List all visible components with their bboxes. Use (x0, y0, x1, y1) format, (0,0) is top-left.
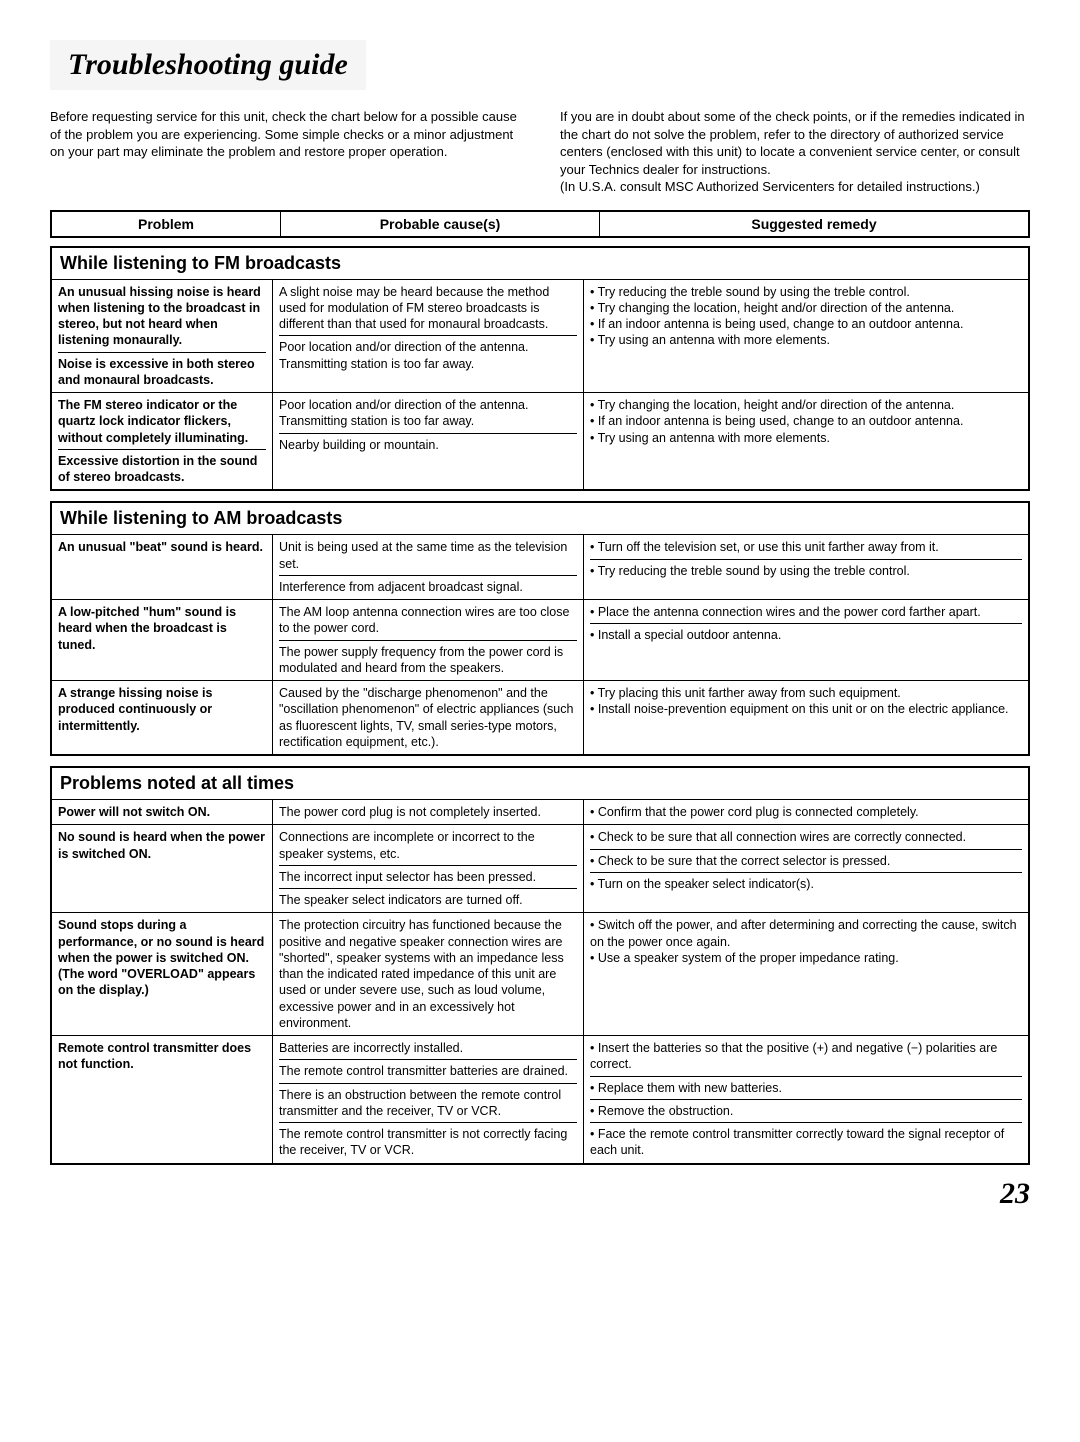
remedy-cell: • Turn off the television set, or use th… (584, 535, 1028, 599)
table-row: A strange hissing noise is produced cont… (52, 681, 1028, 754)
table-row: An unusual hissing noise is heard when l… (52, 280, 1028, 394)
section: While listening to FM broadcastsAn unusu… (50, 246, 1030, 492)
problem-cell: The FM stereo indicator or the quartz lo… (52, 393, 273, 489)
remedy-cell: • Insert the batteries so that the posit… (584, 1036, 1028, 1163)
intro-right: If you are in doubt about some of the ch… (560, 108, 1030, 196)
remedy-cell: • Switch off the power, and after determ… (584, 913, 1028, 1035)
table-row: Sound stops during a performance, or no … (52, 913, 1028, 1036)
cause-cell: Poor location and/or direction of the an… (273, 393, 584, 489)
problem-cell: An unusual "beat" sound is heard. (52, 535, 273, 599)
remedy-cell: • Try reducing the treble sound by using… (584, 280, 1028, 393)
cause-cell: The AM loop antenna connection wires are… (273, 600, 584, 680)
remedy-cell: • Confirm that the power cord plug is co… (584, 800, 1028, 824)
problem-cell: A strange hissing noise is produced cont… (52, 681, 273, 754)
header-remedy: Suggested remedy (600, 212, 1028, 236)
cause-cell: Caused by the "discharge phenomenon" and… (273, 681, 584, 754)
title-text: Troubleshooting guide (68, 48, 348, 81)
remedy-cell: • Check to be sure that all connection w… (584, 825, 1028, 912)
table-header: Problem Probable cause(s) Suggested reme… (50, 210, 1030, 238)
cause-cell: The protection circuitry has functioned … (273, 913, 584, 1035)
remedy-cell: • Place the antenna connection wires and… (584, 600, 1028, 680)
section-title: Problems noted at all times (52, 768, 1028, 800)
section-title: While listening to AM broadcasts (52, 503, 1028, 535)
cause-cell: Connections are incomplete or incorrect … (273, 825, 584, 912)
table-row: An unusual "beat" sound is heard.Unit is… (52, 535, 1028, 600)
table-row: The FM stereo indicator or the quartz lo… (52, 393, 1028, 489)
table-row: Remote control transmitter does not func… (52, 1036, 1028, 1163)
page-title: Troubleshooting guide (50, 40, 366, 90)
header-cause: Probable cause(s) (281, 212, 600, 236)
remedy-cell: • Try changing the location, height and/… (584, 393, 1028, 489)
problem-cell: Power will not switch ON. (52, 800, 273, 824)
section: Problems noted at all timesPower will no… (50, 766, 1030, 1165)
problem-cell: Sound stops during a performance, or no … (52, 913, 273, 1035)
table-row: No sound is heard when the power is swit… (52, 825, 1028, 913)
cause-cell: The power cord plug is not completely in… (273, 800, 584, 824)
cause-cell: A slight noise may be heard because the … (273, 280, 584, 393)
intro-text: Before requesting service for this unit,… (50, 108, 1030, 196)
table-row: A low-pitched "hum" sound is heard when … (52, 600, 1028, 681)
problem-cell: Remote control transmitter does not func… (52, 1036, 273, 1163)
problem-cell: No sound is heard when the power is swit… (52, 825, 273, 912)
remedy-cell: • Try placing this unit farther away fro… (584, 681, 1028, 754)
table-row: Power will not switch ON.The power cord … (52, 800, 1028, 825)
section-title: While listening to FM broadcasts (52, 248, 1028, 280)
page-number: 23 (50, 1177, 1030, 1211)
intro-left: Before requesting service for this unit,… (50, 108, 520, 196)
cause-cell: Batteries are incorrectly installed.The … (273, 1036, 584, 1163)
problem-cell: An unusual hissing noise is heard when l… (52, 280, 273, 393)
header-problem: Problem (52, 212, 281, 236)
cause-cell: Unit is being used at the same time as t… (273, 535, 584, 599)
section: While listening to AM broadcastsAn unusu… (50, 501, 1030, 756)
problem-cell: A low-pitched "hum" sound is heard when … (52, 600, 273, 680)
